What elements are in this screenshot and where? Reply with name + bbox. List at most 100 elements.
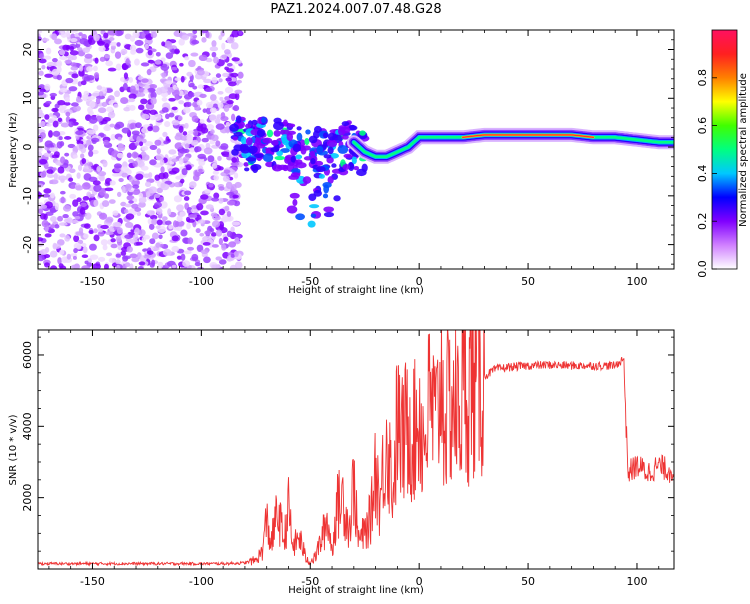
spectrogram-noise-cell [140, 62, 150, 67]
spectrogram-signal-cell [316, 145, 324, 155]
spectrogram-signal-cell [338, 127, 346, 136]
spectrogram-noise-cell [96, 166, 101, 173]
spectrogram-noise-cell [155, 153, 165, 161]
spectrogram-noise-cell [194, 146, 199, 153]
spectrogram-noise-cell [212, 170, 220, 175]
spectrogram-noise-cell [161, 216, 168, 221]
spectrogram-noise-cell [203, 147, 213, 155]
spectrogram-noise-cell [196, 99, 203, 106]
spectrogram-noise-cell [66, 253, 72, 260]
colorbar-tick-label: 0.6 [696, 117, 709, 135]
spectrogram-noise-cell [81, 265, 90, 269]
spectrogram-noise-cell [149, 144, 158, 150]
spectrogram-noise-cell [122, 83, 128, 91]
spectrogram-noise-cell [125, 58, 130, 66]
snr-x-axis-label: Height of straight line (km) [288, 585, 424, 596]
spectrogram-noise-cell [66, 217, 73, 224]
spectrogram-noise-cell [115, 235, 122, 243]
spectrogram-signal-cell [343, 153, 353, 159]
spectrogram-noise-cell [78, 70, 85, 77]
spectrogram-signal-cell [323, 184, 330, 194]
spectrogram-noise-cell [143, 254, 152, 259]
spectrogram-signal-cell [315, 166, 326, 173]
spectrogram-signal-cell [309, 150, 316, 157]
spectrogram-noise-cell [173, 181, 183, 188]
spectrogram-noise-cell [178, 148, 188, 154]
spectrogram-noise-cell [202, 108, 207, 113]
spectrogram-noise-cell [155, 225, 161, 230]
spectrogram-noise-cell [72, 211, 79, 217]
spectrogram-noise-cell [80, 80, 87, 86]
spectrogram-noise-cell [126, 246, 133, 253]
spectrogram-noise-cell [54, 103, 60, 109]
spectrogram-noise-cell [218, 197, 224, 204]
spectrogram-noise-cell [180, 75, 185, 83]
spectrogram-noise-cell [150, 91, 157, 99]
spectrogram-noise-cell [183, 196, 190, 201]
spectrogram-noise-cell [176, 204, 184, 212]
spectrogram-noise-cell [87, 106, 93, 114]
spectrogram-noise-cell [114, 90, 121, 98]
spectrogram-signal-cell [280, 129, 286, 135]
spectrogram-noise-cell [58, 105, 64, 112]
spectrogram-signal-cell [245, 123, 251, 129]
spectrogram-noise-cell [225, 126, 231, 134]
spectrogram-noise-cell [79, 207, 86, 215]
spectrogram-signal-cell [231, 157, 238, 163]
spectrogram-noise-cell [217, 166, 224, 171]
spectrogram-noise-cell [177, 115, 183, 121]
spectrogram-noise-cell [222, 72, 230, 78]
spectrogram-noise-cell [171, 106, 178, 111]
snr-x-tick-label: -100 [189, 575, 214, 588]
spectrogram-noise-cell [167, 208, 172, 216]
spectrogram-signal-cell [348, 124, 356, 131]
spectrogram-noise-cell [78, 227, 84, 235]
spectrogram-noise-cell [136, 211, 142, 216]
spectrogram-noise-cell [187, 246, 194, 251]
spectrogram-noise-cell [233, 172, 239, 179]
spectrogram-noise-cell [218, 78, 223, 83]
spectrogram-signal-cell [284, 155, 291, 164]
spectrogram-noise-cell [122, 255, 129, 262]
spectrogram-noise-cell [49, 179, 59, 185]
spectrogram-noise-cell [141, 113, 150, 120]
spectrogram-noise-cell [68, 121, 74, 128]
spectrogram-noise-cell [64, 152, 70, 157]
spectrogram-noise-cell [147, 125, 153, 132]
spectrogram-signal-cell [235, 115, 242, 124]
spectrogram-noise-cell [149, 214, 158, 220]
spectrogram-noise-cell [114, 51, 122, 59]
spectrogram-noise-cell [39, 249, 48, 256]
spectrogram-noise-cell [230, 42, 239, 50]
spectrogram-noise-cell [46, 169, 54, 174]
spectrogram-noise-cell [72, 199, 79, 207]
spectrogram-noise-cell [111, 173, 121, 177]
spectrogram-noise-cell [143, 173, 151, 178]
spectrogram-noise-cell [110, 41, 118, 47]
spectrogram-noise-cell [184, 56, 190, 61]
spectrogram-noise-cell [113, 103, 119, 108]
spectrogram-signal-cell [302, 176, 312, 184]
spectrogram-noise-cell [174, 142, 184, 150]
spectrogram-noise-cell [228, 241, 237, 248]
spectrogram-noise-cell [83, 233, 89, 239]
spectrogram-noise-cell [38, 36, 43, 42]
spectrogram-noise-cell [57, 257, 62, 265]
spectrogram-signal-cell [323, 206, 335, 213]
spectrogram-noise-cell [81, 182, 91, 190]
spectrogram-noise-cell [65, 77, 74, 84]
spectrogram-noise-cell [93, 72, 100, 79]
spectrogram-noise-cell [230, 72, 239, 78]
spectrogram-noise-cell [210, 232, 217, 237]
spectrogram-noise-cell [92, 180, 101, 186]
spectrogram-noise-cell [146, 250, 154, 255]
spectrogram-noise-cell [181, 168, 188, 176]
spectrogram-noise-cell [165, 52, 174, 59]
spectrogram-noise-cell [98, 45, 106, 52]
spectrogram-noise-cell [69, 30, 79, 33]
spectrogram-noise-cell [128, 200, 134, 204]
spectrogram-noise-cell [43, 188, 52, 194]
spectrogram-noise-cell [123, 106, 131, 112]
spectrogram-noise-cell [226, 191, 235, 196]
spectrogram-noise-cell [210, 212, 218, 218]
